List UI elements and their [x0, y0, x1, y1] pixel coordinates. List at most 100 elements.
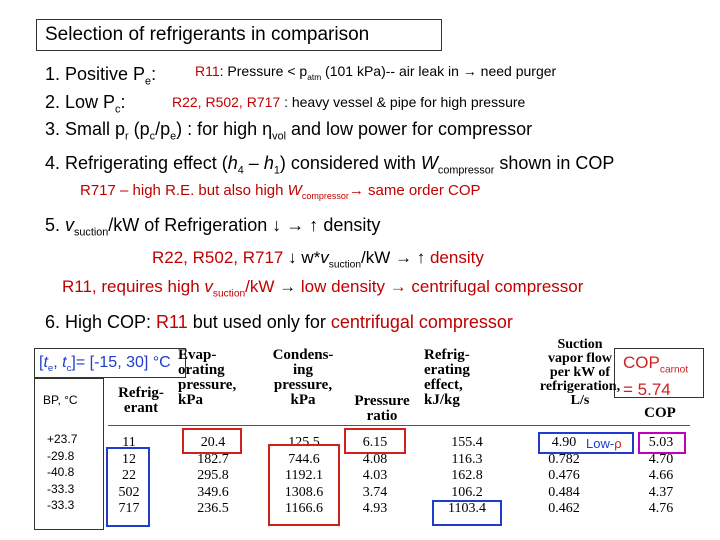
item-1-sub: e [145, 75, 152, 88]
item-5-note-1-b: w* [296, 248, 321, 267]
item-4-note-sub: compressor [301, 191, 349, 201]
cop-carnot-label: COP [623, 353, 660, 372]
column-refrigerating-effect: 155.4 116.3 162.8 106.2 1103.4 [434, 435, 500, 518]
table-cell: 4.37 [648, 484, 674, 500]
header-line: kPa [178, 392, 204, 408]
header-line: kPa [290, 392, 316, 408]
eta-symbol: η [262, 119, 273, 139]
item-3-c: /p [155, 119, 171, 139]
item-5-note-2: R11, requires high vsuction/kW → low den… [62, 277, 583, 299]
item-4-b: – [243, 153, 264, 173]
cop-carnot-value: = 5.74 [623, 380, 671, 400]
item-2-note: R22, R502, R717 : heavy vessel & pipe fo… [172, 94, 525, 110]
header-suction-flow: Suction vapor flow per kW of refrigerati… [534, 338, 626, 408]
header-line: pressure, [178, 377, 237, 393]
table-cell: 4.90 [551, 435, 577, 450]
title-text: Selection of refrigerants in comparison [45, 24, 370, 45]
table-cell: 349.6 [197, 484, 229, 500]
highlight-r11-evap [182, 428, 242, 454]
item-4-h1: h [263, 153, 274, 173]
table-cell: 744.6 [288, 451, 320, 467]
table-cell: 4.76 [648, 501, 674, 516]
highlight-refrigerants [106, 447, 150, 527]
header-line: vapor flow [548, 351, 612, 366]
table-cell: 4.03 [362, 468, 388, 483]
boiling-point-values: +23.7 -29.8 -40.8 -33.3 -33.3 [47, 431, 77, 514]
item-5-note-1-a: R22, R502, R717 [152, 248, 289, 267]
arrows-icon: ↓ → ↑ [272, 215, 319, 235]
conditions-tc: t [62, 354, 67, 371]
boiling-point-box: BP, °C +23.7 -29.8 -40.8 -33.3 -33.3 [34, 378, 104, 530]
item-6-a: 6. High COP: [45, 312, 157, 332]
table-cell: 1103.4 [448, 501, 486, 516]
item-4-note-b: same order COP [363, 182, 481, 199]
item-6-c: but used only for [187, 312, 331, 332]
table-cell: 155.4 [451, 435, 483, 450]
low-density-note: Low-ρ [586, 436, 622, 451]
header-condensing: Condens- ing pressure, kPa [262, 348, 344, 408]
item-4-a: 4. Refrigerating effect ( [45, 153, 228, 173]
conditions-tc-sub: c [66, 363, 72, 375]
header-line: Evap- [178, 347, 217, 363]
header-line: ing [292, 362, 313, 378]
table-cell: 0.462 [548, 501, 580, 516]
item-1-colon: : [151, 64, 157, 84]
table-cell: 11 [122, 435, 136, 450]
header-line: erant [123, 400, 159, 416]
item-3-b: (p [128, 119, 150, 139]
item-3: 3. Small pr (pc/pe) : for high ηvol and … [45, 119, 532, 143]
table-cell: 116.3 [451, 451, 483, 467]
item-3-e: and low power for compressor [285, 119, 533, 139]
table-cell: 22 [122, 468, 136, 483]
table-cell: 5.03 [648, 435, 674, 450]
item-3-a: 3. Small p [45, 119, 126, 139]
bp-value: -29.8 [47, 448, 75, 463]
item-1-note-b: (101 kPa)-- air leak in [321, 63, 463, 79]
item-2-note-refrigerants: R22, R502, R717 [172, 94, 281, 110]
conditions-te: t [43, 354, 48, 371]
highlight-r11-cop [638, 432, 686, 454]
header-line: Refrig- [118, 385, 164, 401]
item-6-b: R11 [156, 312, 188, 332]
column-pressure-ratio: 6.15 4.08 4.03 3.74 4.93 [346, 435, 404, 518]
arrow-right-icon: → [279, 277, 297, 296]
table-cell: 295.8 [197, 468, 229, 483]
table-cell: 4.93 [362, 501, 388, 516]
item-5-note-2-d: centrifugal compressor [406, 277, 584, 296]
table-cell: 1166.6 [285, 501, 323, 516]
table-cell: 236.5 [197, 501, 229, 516]
table-cell: 717 [118, 501, 140, 516]
low-density-label: Low- [586, 436, 615, 451]
header-line: Pressure [354, 393, 410, 409]
item-5-sub: suction [74, 226, 109, 239]
table-cell: 1308.6 [284, 484, 324, 500]
header-line: refrigeration, [539, 379, 621, 394]
table-cell: 0.476 [548, 468, 580, 483]
column-refrigerant: 11 12 22 502 717 [110, 435, 148, 518]
item-1-note: R11: Pressure < patm (101 kPa)-- air lea… [195, 63, 556, 82]
header-line: effect, [424, 377, 463, 393]
table-cell: 3.74 [362, 484, 388, 500]
item-5-note-1-sub: suction [328, 259, 361, 271]
column-cop: 5.03 4.70 4.66 4.37 4.76 [640, 435, 682, 518]
highlight-high-cond [268, 444, 340, 526]
item-2-note-a: : heavy vessel & pipe for high pressure [280, 94, 526, 110]
arrow-right-icon: → [389, 277, 407, 296]
column-suction-flow: 4.90 0.782 0.476 0.484 0.462 [542, 435, 586, 518]
item-4-note-w: W [287, 182, 302, 199]
item-2-lead: 2. Low P [45, 92, 116, 112]
table-cell: 162.8 [451, 468, 483, 483]
item-4-d: shown in COP [494, 153, 615, 173]
highlight-r11-ratio [344, 428, 406, 454]
item-2: 2. Low Pc: [45, 92, 125, 116]
item-3-sub2: c [149, 130, 156, 143]
table-cell: 125.5 [288, 435, 320, 450]
header-line: Refrig- [424, 347, 470, 363]
item-1-lead: 1. Positive P [45, 64, 146, 84]
item-1-note-a: : Pressure < p [219, 63, 308, 79]
table-cell: 4.70 [648, 451, 674, 467]
header-line: kJ/kg [424, 392, 460, 408]
item-4-h4: h [227, 153, 238, 173]
item-4: 4. Refrigerating effect (h4 – h1) consid… [45, 153, 614, 177]
item-5-note-2-v: v [204, 277, 213, 296]
